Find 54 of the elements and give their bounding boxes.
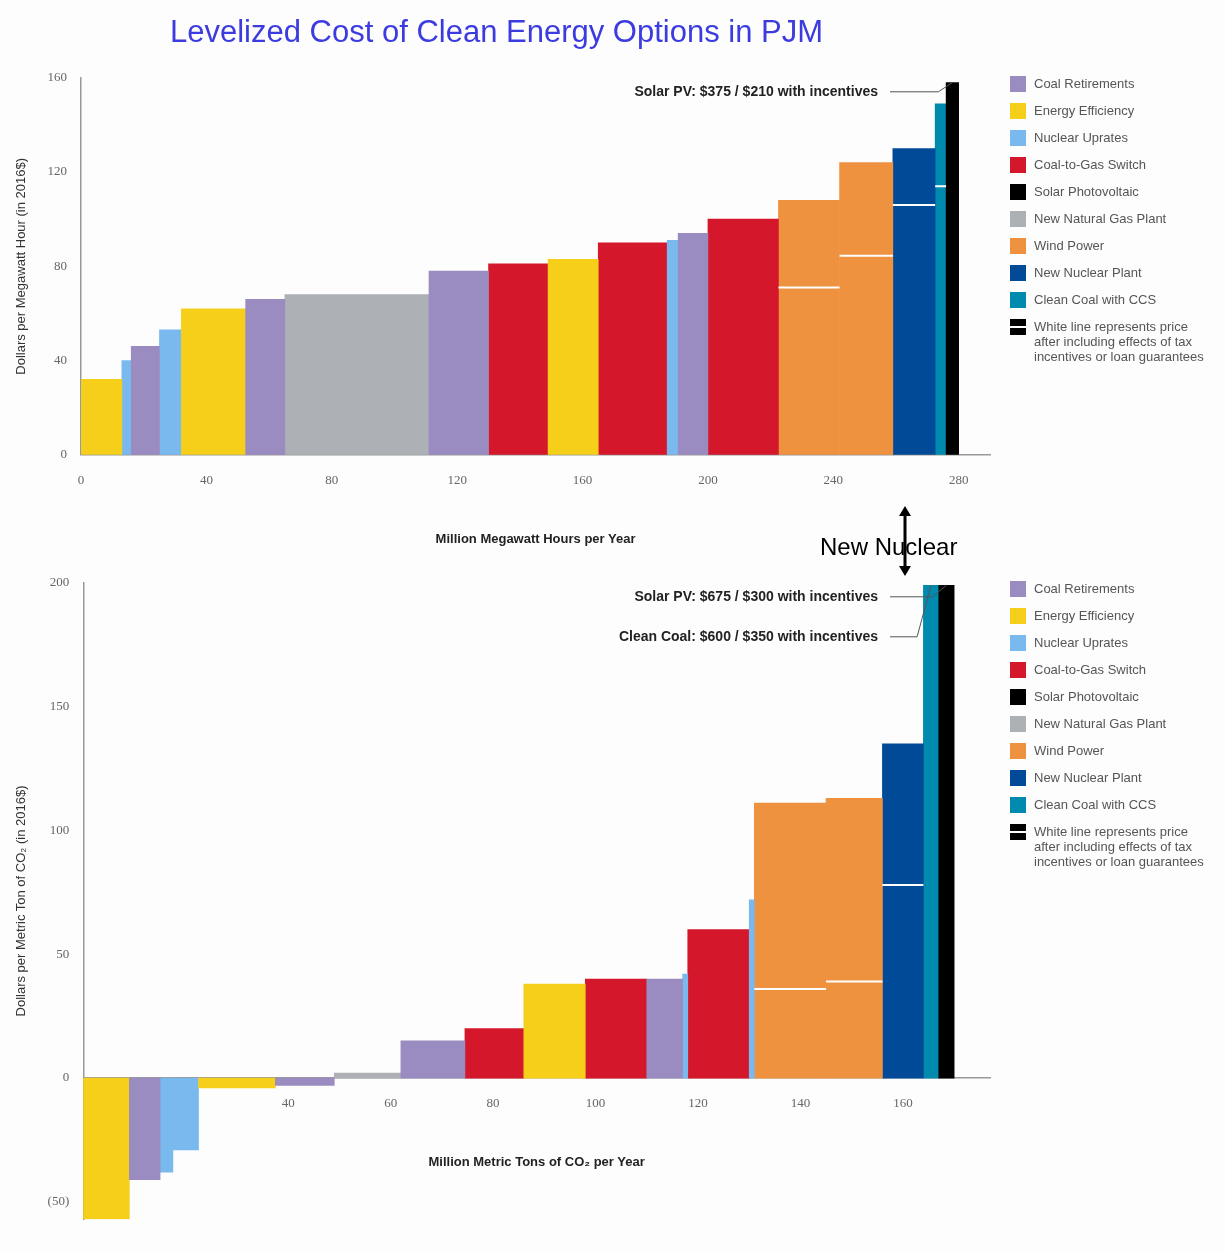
y-tick-label: 200 — [49, 574, 70, 590]
legend-label: Coal Retirements — [1034, 581, 1135, 596]
legend-label: New Natural Gas Plant — [1034, 211, 1167, 226]
annotation: Solar PV: $375 / $210 with incentives — [634, 82, 879, 99]
y-tick-label: 150 — [49, 698, 70, 714]
annotation: Clean Coal: $600 / $350 with incentives — [618, 627, 879, 644]
legend-label: White line represents price after including effects of tax incentives or loan guarantees — [1034, 319, 1205, 364]
x-tick-label: 40 — [281, 1095, 295, 1111]
x-tick-label: 200 — [698, 472, 718, 488]
legend-label: Solar Photovoltaic — [1034, 184, 1139, 199]
x-tick-label: 160 — [893, 1095, 913, 1111]
x-tick-label: 280 — [948, 472, 969, 488]
y-tick-label: 0 — [62, 1069, 70, 1085]
legend-label: Energy Efficiency — [1034, 103, 1135, 118]
legend-label: Energy Efficiency — [1034, 608, 1135, 623]
legend-label: New Nuclear Plant — [1034, 265, 1142, 280]
legend-label: Wind Power — [1034, 743, 1105, 758]
legend-label: New Nuclear Plant — [1034, 770, 1142, 785]
legend-label: White line represents price after including effects of tax incentives or loan guarantees — [1034, 824, 1205, 869]
x-tick-label: 160 — [572, 472, 593, 488]
x-tick-label: 120 — [447, 472, 467, 488]
y-tick-label: 160 — [47, 69, 68, 85]
x-tick-label: 100 — [585, 1095, 606, 1111]
legend-label: Nuclear Uprates — [1034, 635, 1128, 650]
legend-label: Coal Retirements — [1034, 76, 1135, 91]
annotation: Solar PV: $675 / $300 with incentives — [634, 587, 879, 604]
legend-label: Wind Power — [1034, 238, 1105, 253]
chart-title: Levelized Cost of Clean Energy Options in PJM — [169, 13, 825, 51]
legend-label: Coal-to-Gas Switch — [1034, 157, 1146, 172]
y-tick-label: 0 — [60, 446, 68, 462]
y-tick-label: 100 — [49, 821, 70, 837]
x-axis-title: Million Megawatt Hours per Year — [435, 530, 636, 546]
y-tick-label: 50 — [56, 945, 70, 961]
x-tick-label: 80 — [486, 1095, 500, 1111]
legend-label: Solar Photovoltaic — [1034, 689, 1139, 704]
y-tick-label: 40 — [54, 351, 68, 367]
y-axis-title: Dollars per Metric Ton of CO₂ (in 2016$) — [13, 785, 29, 1017]
legend-label: Clean Coal with CCS — [1034, 292, 1157, 307]
y-tick-label: 120 — [47, 163, 68, 179]
legend-label: New Natural Gas Plant — [1034, 716, 1167, 731]
y-tick-label: 80 — [54, 257, 68, 273]
x-tick-label: 120 — [688, 1095, 708, 1111]
x-tick-label: 80 — [325, 472, 339, 488]
y-axis-title: Dollars per Megawatt Hour (in 2016$) — [13, 157, 29, 375]
x-tick-label: 140 — [790, 1095, 811, 1111]
x-tick-label: 60 — [384, 1095, 398, 1111]
x-tick-label: 40 — [199, 472, 213, 488]
x-tick-label: 240 — [823, 472, 844, 488]
x-tick-label: 0 — [77, 472, 85, 488]
legend-label: Nuclear Uprates — [1034, 130, 1128, 145]
x-axis-title: Million Metric Tons of CO₂ per Year — [428, 1154, 645, 1170]
legend-label: Clean Coal with CCS — [1034, 797, 1157, 812]
legend-label: Coal-to-Gas Switch — [1034, 662, 1146, 677]
y-tick-label: (50) — [47, 1193, 70, 1209]
